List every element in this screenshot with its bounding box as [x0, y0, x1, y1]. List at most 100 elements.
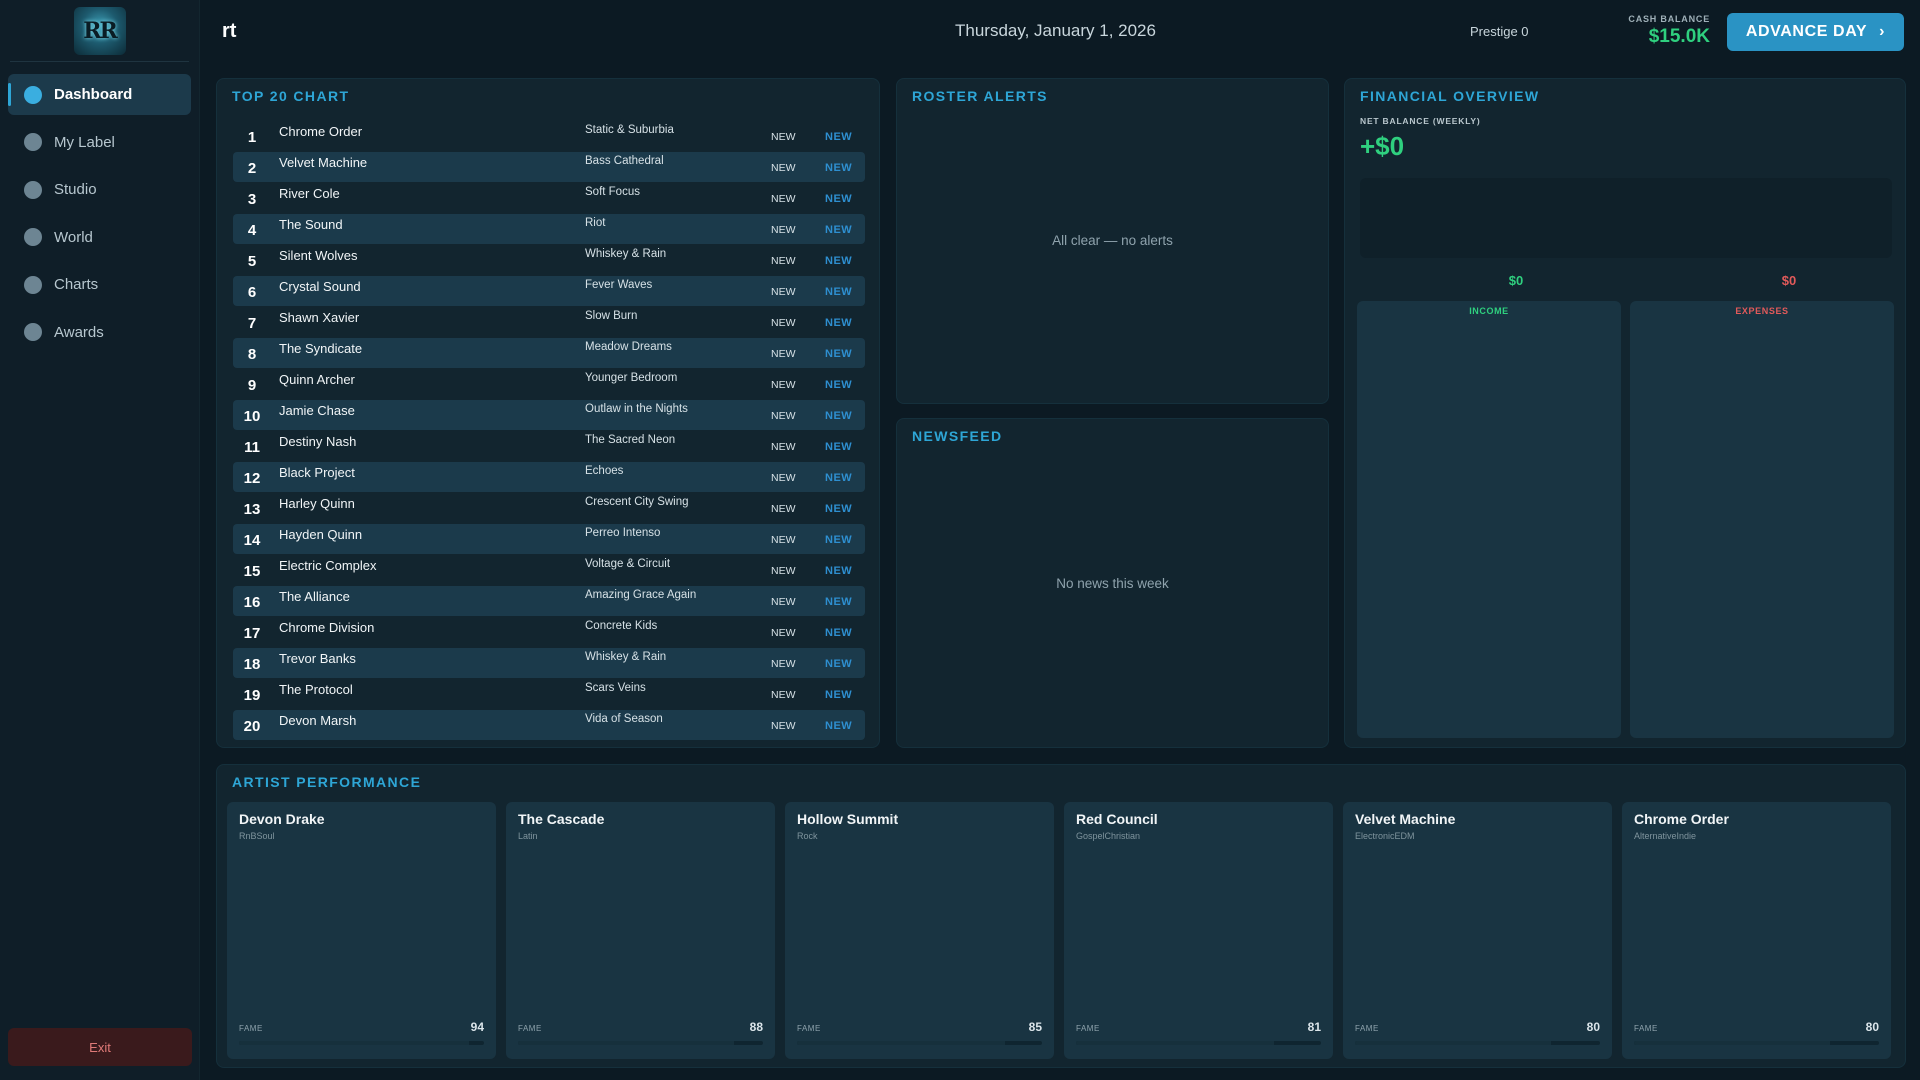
chart-rank: 2 [247, 160, 257, 177]
chart-change-badge: NEW [825, 441, 853, 453]
fame-bar [1355, 1041, 1600, 1045]
chart-artist: The Sound [279, 217, 343, 232]
artist-genre: AlternativeIndie [1634, 831, 1697, 841]
chart-row[interactable]: 10 Jamie Chase Outlaw in the Nights NEW NEW [233, 400, 865, 430]
artist-name: Devon Drake [239, 811, 325, 827]
artist-card[interactable]: Hollow Summit Rock FAME 85 [785, 802, 1054, 1059]
expenses-label: EXPENSES [1735, 306, 1789, 316]
chart-row[interactable]: 7 Shawn Xavier Slow Burn NEW NEW [233, 307, 865, 337]
chart-row[interactable]: 14 Hayden Quinn Perreo Intenso NEW NEW [233, 524, 865, 554]
chart-row[interactable]: 16 The Alliance Amazing Grace Again NEW NEW [233, 586, 865, 616]
chart-artist: Devon Marsh [279, 713, 357, 728]
chart-row[interactable]: 15 Electric Complex Voltage & Circuit NEW NE… [233, 555, 865, 585]
chart-song: Crescent City Swing [585, 496, 689, 508]
artist-card[interactable]: Devon Drake RnBSoul FAME 94 [227, 802, 496, 1059]
sidebar-item-label: My Label [54, 133, 115, 151]
artist-genre: Latin [518, 831, 538, 841]
chart-song: Voltage & Circuit [585, 558, 671, 570]
chart-song: Meadow Dreams [585, 341, 672, 353]
panel-title: ARTIST PERFORMANCE [232, 774, 422, 790]
chart-change-badge: NEW [825, 596, 853, 608]
chart-row[interactable]: 20 Devon Marsh Vida of Season NEW NEW [233, 710, 865, 740]
chart-row[interactable]: 17 Chrome Division Concrete Kids NEW NEW [233, 617, 865, 647]
fame-bar-fill [1634, 1041, 1830, 1045]
chart-artist: Hayden Quinn [279, 527, 363, 542]
sidebar-item-awards[interactable]: Awards [8, 312, 191, 353]
exit-button[interactable]: Exit [8, 1028, 192, 1066]
logo-area: RR [10, 0, 189, 62]
chart-row[interactable]: 8 The Syndicate Meadow Dreams NEW NEW [233, 338, 865, 368]
artist-name: Chrome Order [1634, 811, 1729, 827]
chart-row[interactable]: 12 Black Project Echoes NEW NEW [233, 462, 865, 492]
chart-row[interactable]: 13 Harley Quinn Crescent City Swing NEW NEW [233, 493, 865, 523]
chart-row[interactable]: 19 The Protocol Scars Veins NEW NEW [233, 679, 865, 709]
chart-row[interactable]: 11 Destiny Nash The Sacred Neon NEW NEW [233, 431, 865, 461]
fame-value: 88 [749, 1020, 763, 1034]
artist-card[interactable]: Chrome Order AlternativeIndie FAME 80 [1622, 802, 1891, 1059]
label-icon [24, 133, 42, 151]
net-balance-graph [1360, 178, 1892, 258]
chart-song: Younger Bedroom [585, 372, 678, 384]
cash-balance-value: $15.0K [1648, 26, 1710, 47]
artist-card[interactable]: Red Council GospelChristian FAME 81 [1064, 802, 1333, 1059]
artist-name: Velvet Machine [1355, 811, 1456, 827]
chart-rank: 5 [247, 253, 257, 270]
chart-status: NEW [771, 472, 796, 484]
top-20-chart-panel: TOP 20 CHART 1 Chrome Order Static & Subur… [216, 78, 880, 748]
fame-value: 80 [1865, 1020, 1879, 1034]
artist-card[interactable]: The Cascade Latin FAME 88 [506, 802, 775, 1059]
chart-artist: Silent Wolves [279, 248, 358, 263]
artist-card[interactable]: Velvet Machine ElectronicEDM FAME 80 [1343, 802, 1612, 1059]
chart-row[interactable]: 2 Velvet Machine Bass Cathedral NEW NEW [233, 152, 865, 182]
artist-name: Hollow Summit [797, 811, 899, 827]
chart-song: Whiskey & Rain [585, 248, 667, 260]
sidebar-item-my-label[interactable]: My Label [8, 122, 191, 163]
artist-genre: GospelChristian [1076, 831, 1141, 841]
fame-bar [1634, 1041, 1879, 1045]
chart-change-badge: NEW [825, 565, 853, 577]
chart-row[interactable]: 9 Quinn Archer Younger Bedroom NEW NEW [233, 369, 865, 399]
artist-genre: Rock [797, 831, 818, 841]
awards-icon [24, 323, 42, 341]
chart-row[interactable]: 18 Trevor Banks Whiskey & Rain NEW NEW [233, 648, 865, 678]
chart-rank: 11 [244, 439, 260, 456]
top-header: rt Thursday, January 1, 2026 Prestige 0 … [200, 0, 1920, 62]
chart-rank: 13 [243, 501, 261, 518]
chart-row[interactable]: 4 The Sound Riot NEW NEW [233, 214, 865, 244]
sidebar-nav: Dashboard My Label Studio World Charts A… [0, 74, 199, 353]
chart-rank: 7 [247, 315, 257, 332]
income-label: INCOME [1469, 306, 1509, 316]
chart-status: NEW [771, 379, 796, 391]
chart-artist: Harley Quinn [279, 496, 355, 511]
chart-status: NEW [771, 627, 796, 639]
newsfeed-empty-message: No news this week [1056, 576, 1169, 591]
artist-performance-panel: ARTIST PERFORMANCE Devon Drake RnBSoul FAM… [216, 764, 1906, 1068]
chart-song: Concrete Kids [585, 620, 658, 632]
chart-status: NEW [771, 131, 796, 143]
chart-row[interactable]: 5 Silent Wolves Whiskey & Rain NEW NEW [233, 245, 865, 275]
chart-artist: Jamie Chase [279, 403, 355, 418]
sidebar-item-studio[interactable]: Studio [8, 169, 191, 210]
chart-artist: Electric Complex [279, 558, 377, 573]
world-icon [24, 228, 42, 246]
sidebar-item-world[interactable]: World [8, 217, 191, 258]
net-balance-value: +$0 [1360, 131, 1405, 161]
chart-rank: 15 [243, 563, 261, 580]
fame-bar-fill [239, 1041, 470, 1045]
chart-song: Echoes [585, 465, 624, 477]
sidebar-item-charts[interactable]: Charts [8, 264, 191, 305]
sidebar-item-dashboard[interactable]: Dashboard [8, 74, 191, 115]
financial-overview-panel: FINANCIAL OVERVIEW NET BALANCE (WEEKLY) … [1344, 78, 1906, 748]
chart-row[interactable]: 6 Crystal Sound Fever Waves NEW NEW [233, 276, 865, 306]
chart-status: NEW [771, 193, 796, 205]
chart-change-badge: NEW [825, 534, 853, 546]
advance-day-button[interactable]: ADVANCE DAY › [1727, 13, 1904, 51]
chart-artist: The Syndicate [279, 341, 363, 356]
sidebar-item-label: Studio [54, 181, 97, 198]
chart-change-badge: NEW [825, 348, 853, 360]
chart-rank: 19 [243, 687, 261, 704]
logo[interactable]: RR [73, 6, 126, 55]
chart-row[interactable]: 3 River Cole Soft Focus NEW NEW [233, 183, 865, 213]
chart-row[interactable]: 1 Chrome Order Static & Suburbia NEW NEW [233, 121, 865, 151]
chart-change-badge: NEW [825, 131, 853, 143]
